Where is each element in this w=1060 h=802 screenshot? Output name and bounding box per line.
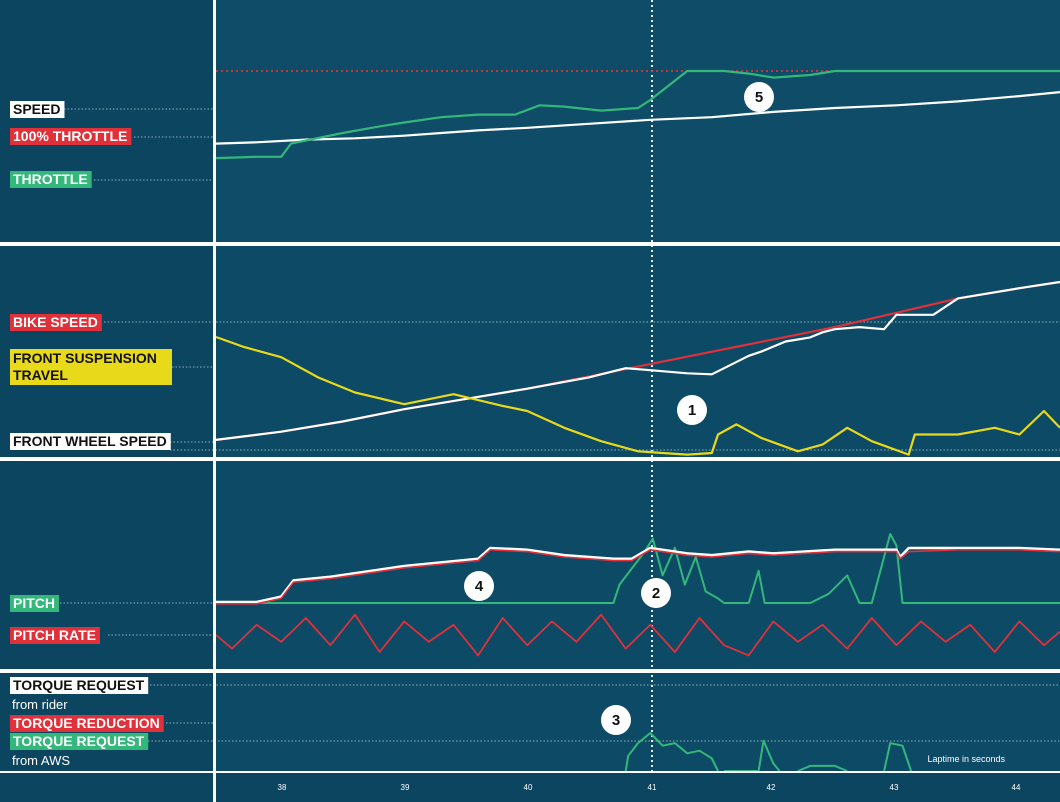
label-throttle: THROTTLE xyxy=(10,171,92,188)
label-pitch: PITCH xyxy=(10,595,59,612)
panel-3-bg xyxy=(216,461,1060,670)
series-pitch-rate-line xyxy=(215,613,1060,657)
label-bike-speed-text: BIKE SPEED xyxy=(13,314,98,330)
label-pitch-rate: PITCH RATE xyxy=(10,627,100,644)
x-tick-label-43: 43 xyxy=(890,783,899,792)
label-bike-speed: BIKE SPEED xyxy=(10,314,102,331)
label-torque-request-rider-sub: from rider xyxy=(12,697,68,712)
marker-3-text: 3 xyxy=(612,712,620,729)
marker-2: 2 xyxy=(641,578,671,608)
label-front-suspension-line1: FRONT SUSPENSION xyxy=(13,350,157,366)
label-guides xyxy=(36,108,1060,742)
marker-5-text: 5 xyxy=(755,89,763,106)
series-torque-reduction-line xyxy=(216,549,1060,605)
x-tick-label-44: 44 xyxy=(1012,783,1021,792)
panel-4-bg xyxy=(216,673,1060,772)
series-torque-request-aws-line xyxy=(624,732,913,772)
label-front-suspension: FRONT SUSPENSION TRAVEL xyxy=(10,349,172,385)
x-axis-ticks: 38 39 40 41 42 43 44 xyxy=(278,783,1021,792)
marker-1: 1 xyxy=(677,395,707,425)
label-torque-reduction-text: TORQUE REDUCTION xyxy=(13,715,160,731)
series-throttle-line xyxy=(215,69,1060,160)
marker-5: 5 xyxy=(744,82,774,112)
x-tick-label-41: 41 xyxy=(648,783,657,792)
label-torque-request-rider-text: TORQUE REQUEST xyxy=(13,677,145,693)
series-front-wheel-speed-line xyxy=(215,280,1060,441)
marker-2-text: 2 xyxy=(652,585,660,602)
label-front-suspension-line2: TRAVEL xyxy=(13,367,68,383)
series-pitch-line xyxy=(216,533,1060,604)
x-tick-label-39: 39 xyxy=(401,783,410,792)
series-torque-request-rider-line xyxy=(216,546,1060,604)
label-100-throttle: 100% THROTTLE xyxy=(10,128,132,145)
label-front-wheel-speed-text: FRONT WHEEL SPEED xyxy=(13,433,167,449)
x-tick-label-38: 38 xyxy=(278,783,287,792)
label-throttle-text: THROTTLE xyxy=(13,171,88,187)
label-speed: SPEED xyxy=(10,101,65,118)
x-axis-title: Laptime in seconds xyxy=(927,754,1005,764)
label-torque-reduction: TORQUE REDUCTION xyxy=(10,715,164,732)
label-torque-request-aws-sub: from AWS xyxy=(12,753,70,768)
series-speed-line xyxy=(215,91,1060,145)
x-tick-label-42: 42 xyxy=(767,783,776,792)
label-pitch-rate-text: PITCH RATE xyxy=(13,627,96,643)
marker-4: 4 xyxy=(464,571,494,601)
marker-1-text: 1 xyxy=(688,402,696,419)
x-tick-label-40: 40 xyxy=(524,783,533,792)
label-100-throttle-text: 100% THROTTLE xyxy=(13,128,127,144)
label-torque-request-aws: TORQUE REQUEST from AWS xyxy=(10,733,149,768)
panel-2-bg xyxy=(216,246,1060,458)
marker-4-text: 4 xyxy=(475,578,484,595)
series-front-suspension-line xyxy=(215,335,1060,456)
label-speed-text: SPEED xyxy=(13,101,60,117)
label-pitch-text: PITCH xyxy=(13,595,55,611)
marker-3: 3 xyxy=(601,705,631,735)
label-front-wheel-speed: FRONT WHEEL SPEED xyxy=(10,433,171,450)
label-torque-request-rider: TORQUE REQUEST from rider xyxy=(10,677,149,712)
label-torque-request-aws-text: TORQUE REQUEST xyxy=(13,733,145,749)
